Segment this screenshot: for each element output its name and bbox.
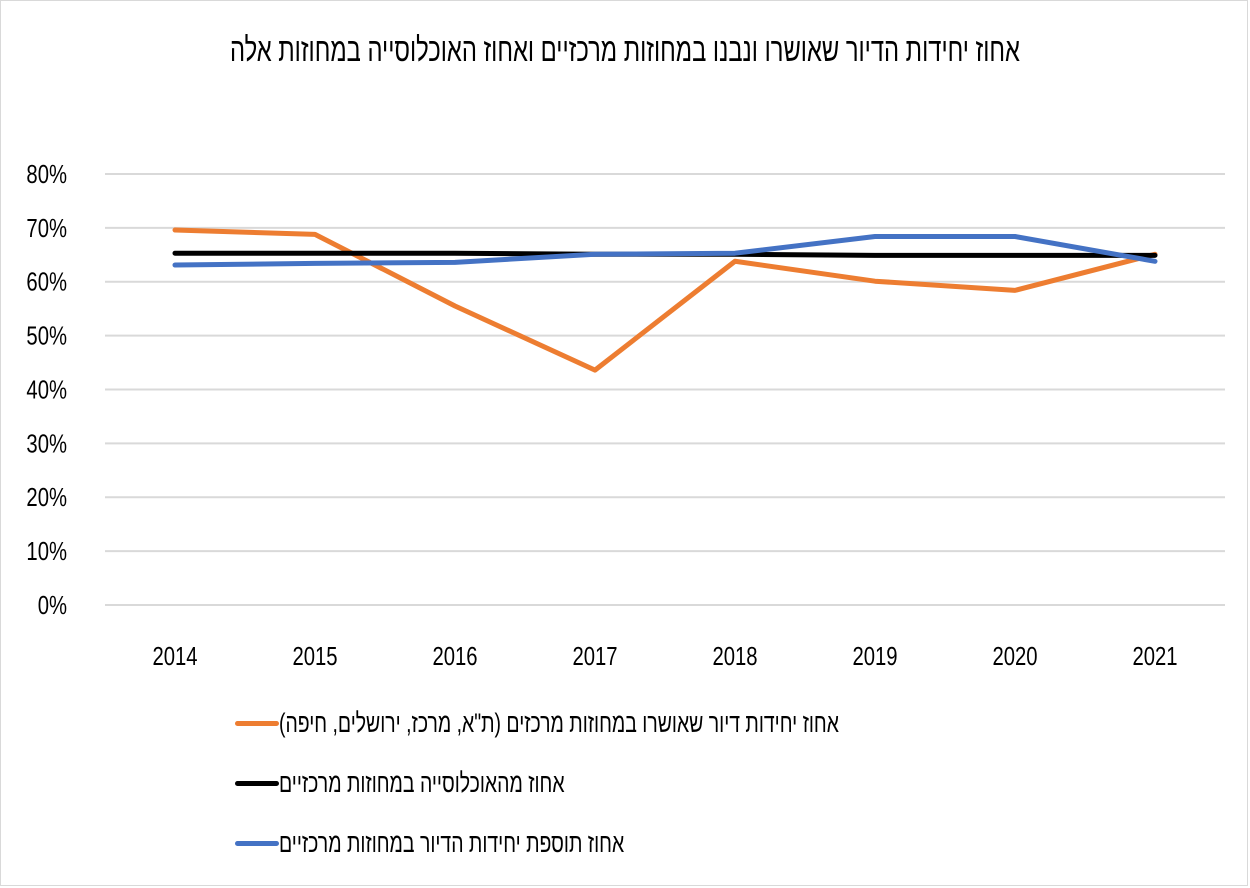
- legend-label: אחוז יחידות דיור שאושרו במחוזות מרכזים (…: [279, 708, 839, 738]
- y-tick-label: 10%: [26, 537, 67, 566]
- y-tick-label: 40%: [26, 375, 67, 404]
- x-tick-label: 2017: [572, 642, 617, 671]
- chart-title: אחוז יחידות הדיור שאושרו ונבנו במחוזות מ…: [230, 31, 1020, 68]
- x-tick-label: 2018: [712, 642, 757, 671]
- x-axis-tick-labels: 2014 2015 2016 2017 2018 2019 2020 2021: [152, 642, 1177, 671]
- x-tick-label: 2020: [992, 642, 1037, 671]
- y-tick-label: 0%: [38, 591, 67, 620]
- legend-item-approved-units: אחוז יחידות דיור שאושרו במחוזות מרכזים (…: [235, 708, 1057, 739]
- y-tick-label: 50%: [26, 321, 67, 350]
- legend-swatch-orange: [235, 721, 279, 726]
- y-tick-label: 80%: [26, 160, 67, 189]
- legend-label: אחוז תוספת יחידות הדיור במחוזות מרכזיים: [279, 828, 625, 858]
- x-tick-label: 2014: [152, 642, 197, 671]
- y-tick-label: 30%: [26, 429, 67, 458]
- x-tick-label: 2015: [292, 642, 337, 671]
- y-axis-tick-labels: 0% 10% 20% 30% 40% 50% 60% 70% 80%: [26, 160, 67, 620]
- series-line-added-units: [172, 233, 1158, 268]
- legend-item-population: אחוז מהאוכלוסייה במחוזות מרכזיים: [235, 768, 676, 799]
- series-line-approved-units: [172, 227, 1158, 373]
- legend-item-added-units: אחוז תוספת יחידות הדיור במחוזות מרכזיים: [235, 828, 758, 859]
- x-tick-label: 2019: [852, 642, 897, 671]
- x-tick-label: 2016: [432, 642, 477, 671]
- legend-swatch-blue: [235, 841, 279, 846]
- legend-label: אחוז מהאוכלוסייה במחוזות מרכזיים: [279, 768, 565, 798]
- y-tick-label: 20%: [26, 483, 67, 512]
- y-tick-label: 60%: [26, 267, 67, 296]
- series-lines: [172, 227, 1158, 373]
- legend-swatch-black: [235, 781, 279, 786]
- x-tick-label: 2021: [1132, 642, 1177, 671]
- y-tick-label: 70%: [26, 213, 67, 242]
- gridlines: [105, 173, 1225, 606]
